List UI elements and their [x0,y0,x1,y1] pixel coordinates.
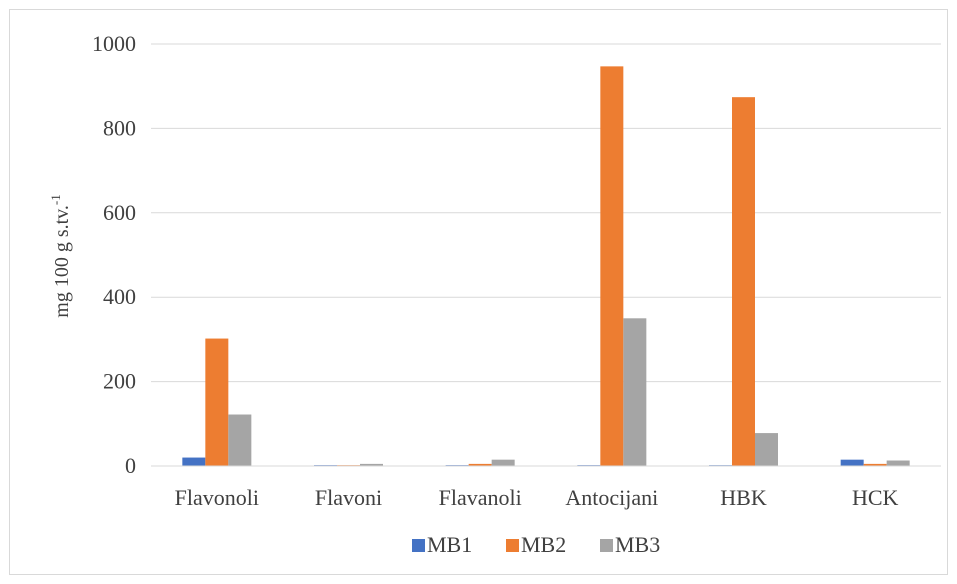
legend-label-mb3: MB3 [615,532,660,557]
gridlines [151,43,941,383]
chart-area [9,9,948,575]
legend-label-mb1: MB1 [427,532,472,557]
y-axis-label-text: mg 100 g s.tv. [51,205,73,318]
y-tick-label: 200 [103,369,136,394]
bar-mb3-flavonoli [228,414,252,466]
x-category-label: HBK [720,485,767,510]
x-category-label: HCK [852,485,899,510]
x-category-label: Flavoni [315,485,382,510]
y-tick-label: 600 [103,200,136,225]
x-category-label: Flavanoli [439,485,522,510]
legend-swatch-mb3 [600,539,613,552]
bar-mb2-hck [863,463,887,466]
bar-mb2-flavonoli [205,338,229,466]
bar-mb2-antocijani [600,66,624,466]
bar-mb3-flavoni [360,463,383,466]
bar-mb2-flavanoli [468,463,492,466]
y-axis-label-superscript: -1 [48,194,63,205]
bar-mb3-flavanoli [491,459,515,466]
bar-mb1-hck [840,459,864,466]
x-category-label: Flavonoli [175,485,259,510]
bar-mb3-hbk [755,433,778,466]
y-tick-label: 1000 [92,31,136,56]
legend: MB1 MB2 MB3 [412,532,660,557]
y-tick-label: 0 [125,453,136,478]
bar-mb2-hbk [732,97,755,466]
legend-swatch-mb2 [506,539,519,552]
y-axis-label: mg 100 g s.tv.-1 [48,194,73,317]
x-category-label: Antocijani [565,485,658,510]
bars [182,66,910,466]
bar-mb1-flavonoli [182,457,206,466]
x-axis-category-labels: Flavonoli Flavoni Flavanoli Antocijani HBK HC… [175,485,899,510]
y-tick-label: 400 [103,284,136,309]
legend-label-mb2: MB2 [521,532,566,557]
y-axis-tick-labels: 0 200 400 600 800 1000 [92,31,136,478]
bar-mb3-hck [886,460,910,466]
y-tick-label: 800 [103,115,136,140]
legend-swatch-mb1 [412,539,425,552]
bar-mb3-antocijani [623,318,647,466]
